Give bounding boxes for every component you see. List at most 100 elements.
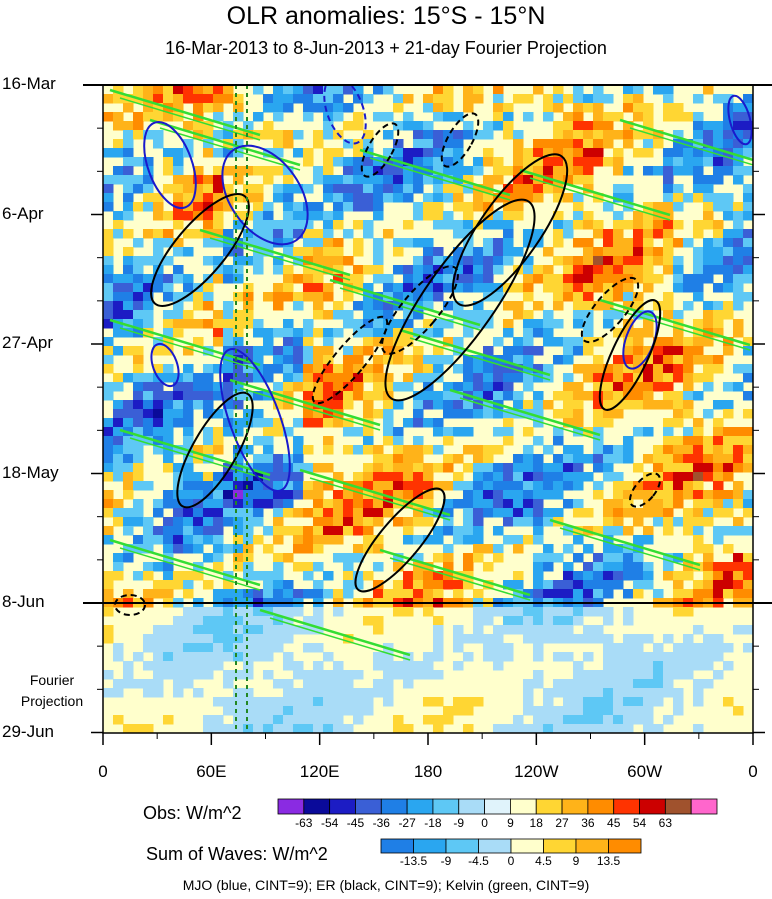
field-cell	[643, 526, 654, 536]
field-cell	[423, 94, 434, 104]
field-cell	[103, 148, 114, 158]
field-cell	[563, 571, 574, 581]
field-cell	[123, 472, 134, 482]
field-cell	[463, 265, 474, 275]
field-cell	[623, 670, 634, 680]
field-cell	[293, 229, 304, 239]
field-cell	[503, 517, 514, 527]
field-cell	[403, 175, 414, 185]
field-cell	[743, 94, 753, 104]
field-cell	[153, 85, 164, 95]
field-cell	[413, 391, 424, 401]
field-cell	[423, 472, 434, 482]
field-cell	[133, 400, 144, 410]
field-cell	[573, 220, 584, 230]
field-cell	[523, 535, 534, 545]
field-cell	[693, 517, 704, 527]
obs-colorbar-swatch	[639, 798, 666, 815]
field-cell	[673, 490, 684, 500]
field-cell	[693, 229, 704, 239]
field-cell	[273, 184, 284, 194]
field-cell	[203, 427, 214, 437]
field-cell	[663, 382, 674, 392]
field-cell	[573, 400, 584, 410]
field-cell	[383, 679, 394, 689]
field-cell	[143, 319, 154, 329]
field-cell	[323, 256, 334, 266]
field-cell	[573, 427, 584, 437]
field-cell	[173, 652, 184, 662]
field-cell	[213, 130, 224, 140]
field-cell	[733, 445, 744, 455]
field-cell	[493, 175, 504, 185]
field-cell	[593, 625, 604, 635]
field-cell	[533, 517, 544, 527]
field-cell	[103, 688, 114, 698]
field-cell	[593, 391, 604, 401]
field-cell	[353, 508, 364, 518]
field-cell	[203, 256, 214, 266]
obs-colorbar-label: 63	[658, 816, 673, 830]
field-cell	[273, 355, 284, 365]
field-cell	[143, 229, 154, 239]
field-cell	[153, 580, 164, 590]
field-cell	[173, 625, 184, 635]
field-cell	[673, 697, 684, 707]
field-cell	[423, 652, 434, 662]
field-cell	[173, 544, 184, 554]
field-cell	[303, 238, 314, 248]
field-cell	[233, 328, 244, 338]
field-cell	[313, 580, 324, 590]
field-cell	[673, 589, 684, 599]
field-cell	[123, 310, 134, 320]
field-cell	[383, 661, 394, 671]
kelvin-contour	[629, 127, 753, 166]
field-cell	[733, 454, 744, 464]
field-cell	[453, 661, 464, 671]
field-cell	[373, 382, 384, 392]
field-cell	[383, 184, 394, 194]
field-cell	[693, 526, 704, 536]
field-cell	[553, 193, 564, 203]
field-cell	[553, 319, 564, 329]
field-cell	[513, 193, 524, 203]
field-cell	[133, 409, 144, 419]
field-cell	[503, 436, 514, 446]
field-cell	[573, 454, 584, 464]
field-cell	[383, 697, 394, 707]
field-cell	[343, 85, 354, 95]
field-cell	[183, 535, 194, 545]
field-cell	[263, 643, 274, 653]
field-cell	[703, 562, 714, 572]
field-cell	[473, 202, 484, 212]
field-cell	[573, 697, 584, 707]
field-cell	[603, 247, 614, 257]
field-cell	[643, 256, 654, 266]
field-cell	[463, 508, 474, 518]
er-contour	[451, 153, 569, 307]
field-cell	[423, 418, 434, 428]
field-cell	[453, 409, 464, 419]
field-cell	[533, 589, 544, 599]
field-cell	[663, 157, 674, 167]
field-cell	[143, 517, 154, 527]
field-cell	[243, 643, 254, 653]
field-cell	[353, 184, 364, 194]
field-cell	[603, 364, 614, 374]
field-cell	[673, 148, 684, 158]
field-cell	[553, 94, 564, 104]
field-cell	[413, 130, 424, 140]
obs-colorbar-swatch	[303, 798, 331, 815]
field-cell	[463, 220, 474, 230]
field-cell	[473, 94, 484, 104]
field-cell	[563, 616, 574, 626]
field-cell	[273, 580, 284, 590]
field-cell	[173, 382, 184, 392]
field-cell	[673, 499, 684, 509]
field-cell	[183, 634, 194, 644]
field-cell	[503, 184, 514, 194]
field-cell	[453, 346, 464, 356]
field-cell	[713, 508, 724, 518]
field-cell	[393, 238, 404, 248]
field-cell	[303, 220, 314, 230]
